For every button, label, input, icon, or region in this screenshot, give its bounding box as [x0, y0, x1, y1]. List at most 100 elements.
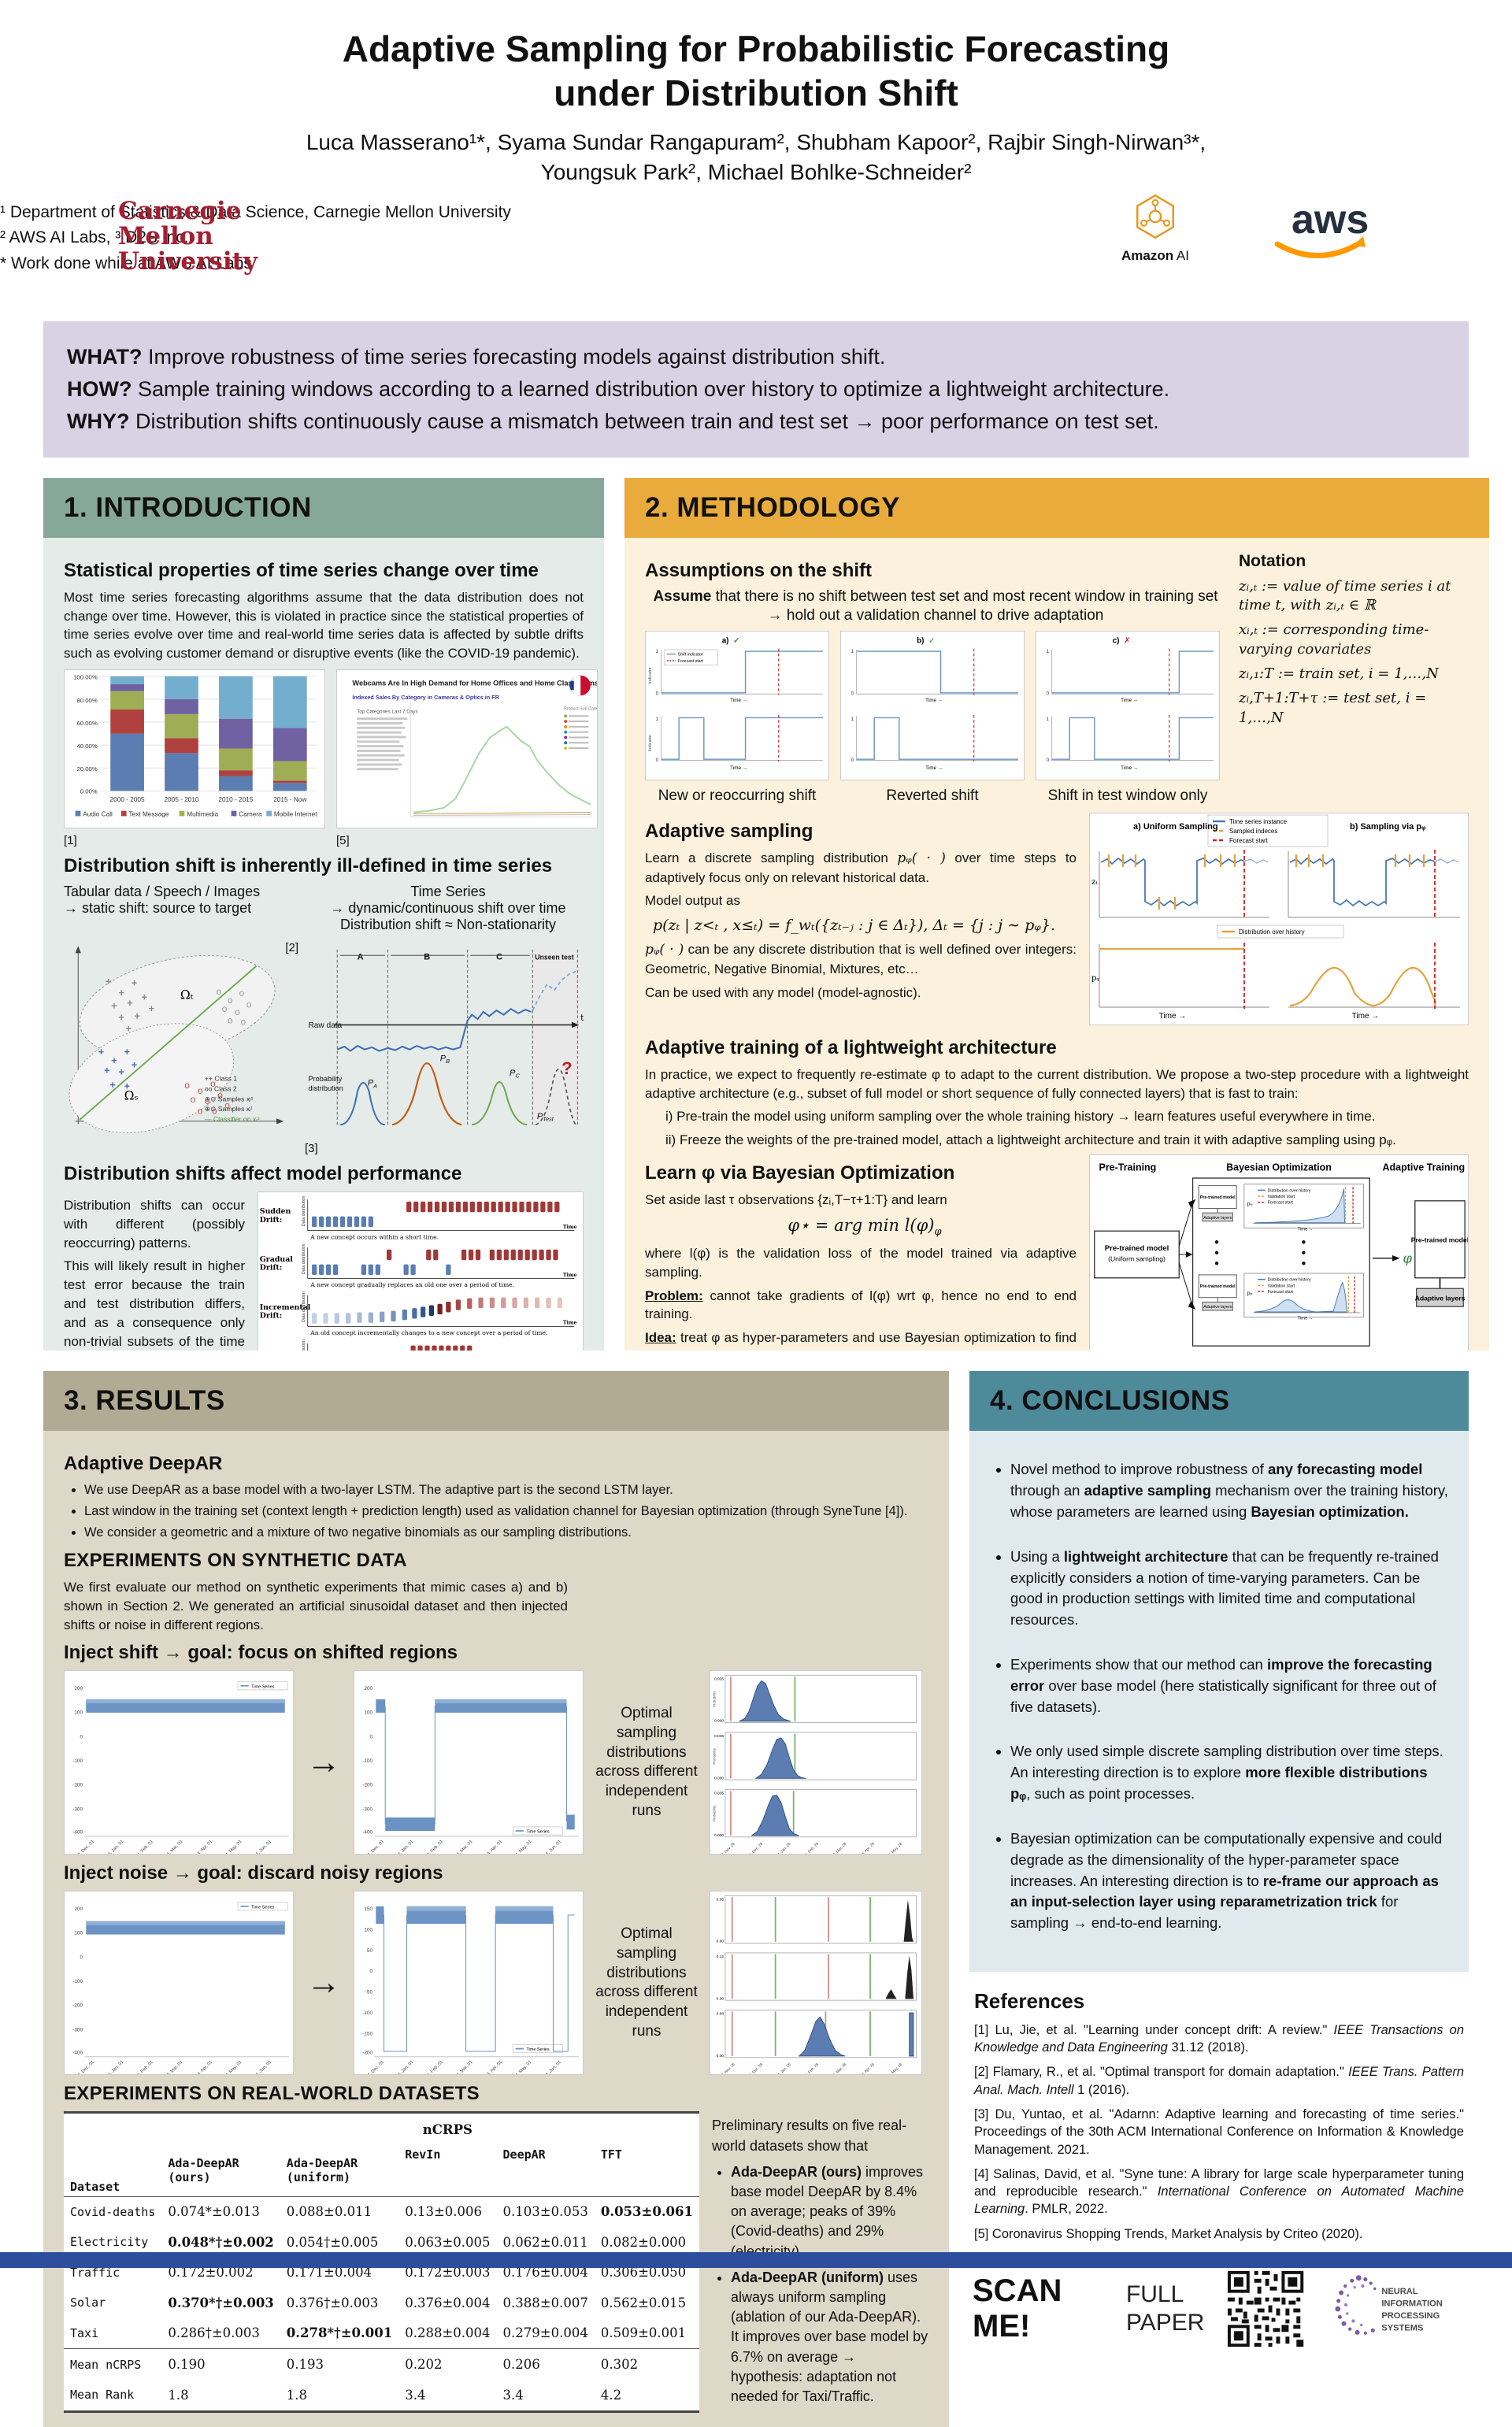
hist-ytick: 0.000 [714, 1777, 724, 1781]
adaptive-sampling-title: Adaptive sampling [645, 820, 813, 842]
introduction-header: 1. INTRODUCTION [43, 477, 604, 538]
bar-xtick: 2010 - 2015 [218, 796, 253, 803]
cell: 0.509±0.001 [600, 2325, 687, 2341]
svg-text:+: + [124, 1046, 130, 1058]
why-text: Distribution shifts continuously cause a… [135, 409, 1159, 433]
bayesopt-label: Bayesian Optimization [1226, 1162, 1332, 1173]
forecast-start-legend: Forecast start [1229, 837, 1269, 844]
reference-item: [1] Lu, Jie, et al. "Learning under conc… [974, 2021, 1464, 2057]
hist-xtick: 13. Nov, 28 [719, 1842, 736, 1855]
probability-label: Probability [712, 1748, 716, 1765]
ref-txt: 1 (2016). [1073, 2082, 1130, 2097]
what-text: Improve robustness of time series foreca… [147, 344, 886, 369]
bar-ytick: 80.00% [76, 697, 97, 704]
svg-text:o: o [235, 1006, 240, 1017]
ytick: -400 [72, 2051, 83, 2056]
nonstationarity-figure: A B C Unseen test Raw data t Probability… [305, 939, 588, 1155]
shift-indicator-legend: Shift indicator [678, 653, 703, 658]
xtick: 14. Mar, 01 [454, 1840, 474, 1855]
prelim-b1-rest: improves base model DeepAR by 8.4% on av… [731, 2163, 924, 2259]
ytick: 100 [364, 1928, 372, 1933]
ts-legend: Time Series [251, 1906, 275, 1910]
full-label: FULL [1125, 2281, 1184, 2307]
hist-xtick: 14. Apr, 28 [859, 1842, 876, 1855]
probability-label: Probability [712, 1805, 716, 1821]
xtick: 14. Feb, 01 [135, 1840, 154, 1855]
hist-ytick: 0.05 [717, 1898, 724, 1903]
deepar-bullet: We consider a geometric and a mixture of… [84, 1524, 928, 1542]
txt: mechanism over the training history, who… [1010, 1482, 1448, 1520]
hist-xtick: 14. May, 28 [886, 2062, 903, 2075]
xtick: 14. Jun, 01 [543, 1840, 563, 1855]
bar-legend: Text Message [129, 810, 169, 817]
ts-instance-legend: Time series instance [1229, 818, 1288, 825]
cell: 0.286†±0.003 [168, 2325, 260, 2341]
mini-legend: Validation start [1268, 1284, 1295, 1288]
aws-wordmark: aws [1292, 197, 1369, 243]
reference-item: [4] Salinas, David, et al. "Syne tune: A… [974, 2166, 1464, 2218]
scatter-legend: ⊕⊙ Samples xᵢᵗ [205, 1105, 253, 1113]
ts-legend: Time Series [526, 1830, 550, 1835]
bar-legend: Multimedia [187, 810, 218, 817]
notation-box: Notation zᵢ,ₜ := value of time series i … [1239, 552, 1469, 805]
dynamic-shift-text: → dynamic/continuous shift over time [330, 900, 566, 916]
section-conclusions: 4. CONCLUSIONS Novel method to improve r… [969, 1370, 1469, 1972]
svg-text:PA: PA [368, 1079, 377, 1090]
ytick: 150 [364, 1906, 372, 1912]
cell: 0.053±0.061 [594, 2195, 700, 2228]
reference-item: [2] Flamary, R., et al. "Optimal transpo… [974, 2063, 1464, 2099]
svg-text:+: + [104, 1065, 109, 1076]
svg-text:o: o [222, 1003, 228, 1014]
section-methodology: 2. METHODOLOGY Assumptions on the shift … [624, 477, 1489, 1351]
mini-time: Time → [1298, 1227, 1314, 1232]
txt: for sampling → end-to-end learning. [1010, 1893, 1399, 1932]
cell: 0.288±0.004 [405, 2325, 491, 2341]
txt: Bayesian optimization can be computation… [1010, 1829, 1443, 1889]
deepar-bullet: Last window in the training set (context… [84, 1503, 928, 1521]
table-row: Taxi 0.286†±0.003 0.278*†±0.001 0.288±0.004… [64, 2318, 699, 2348]
adaptive-layers-box: Adaptive layers [1415, 1295, 1466, 1302]
xtick: 14. Jun, 01 [254, 1840, 273, 1855]
scatter-figure-ref: [2] [285, 941, 298, 954]
how-text: Sample training windows according to a l… [138, 376, 1170, 401]
ref-txt: [5] Coronavirus Shopping Trends, Market … [974, 2226, 1363, 2241]
time-label: Time → [925, 698, 943, 703]
inject-shift-row: 200 100 0 -100 -200 -300 -400 Time Series 13. … [64, 1670, 928, 1855]
svg-text:•: • [1302, 1257, 1306, 1270]
ref-txt: [2] Flamary, R., et al. "Optimal transpo… [974, 2065, 1349, 2080]
webcam-legend-title: Product Sub Category [564, 707, 598, 712]
cell: 4.2 [600, 2387, 622, 2403]
uniform-sampling-box: (Uniform sampling) [1108, 1255, 1166, 1263]
ytick: 0 [369, 1735, 372, 1740]
adaptive-deepar-title: Adaptive DeepAR [64, 1452, 223, 1474]
hist-xtick: 13. Dec, 28 [747, 2062, 764, 2075]
intro-sub3-title: Distribution shifts affect model perform… [64, 1163, 462, 1184]
poster-header: Adaptive Sampling for Probabilistic Fore… [0, 0, 1512, 310]
col-tft: TFT [600, 2147, 622, 2162]
authors-line2: Youngsuk Park², Michael Bohlke-Schneider… [540, 160, 972, 185]
panel-c-tag: c) [1113, 636, 1120, 645]
txt-b: lightweight architecture [1063, 1547, 1228, 1565]
xtick: 14. Jun, 01 [543, 2060, 563, 2075]
ts-legend: Time Series [526, 2048, 550, 2053]
cell: 0.376†±0.003 [286, 2295, 379, 2310]
neurips-logo: NEURAL INFORMATION PROCESSING SYSTEMS [1335, 2275, 1442, 2335]
prelim-b1-bold: Ada-DeepAR (ours) [731, 2163, 862, 2180]
aws-icon: aws [1274, 197, 1369, 258]
pretraining-label: Pre-Training [1099, 1162, 1157, 1173]
panel-b-caption: Reverted shift [886, 787, 979, 804]
bar-legend: Mobile Internet [274, 810, 317, 817]
hist-ytick: 0.00 [717, 1997, 724, 2002]
ytick: 200 [74, 1906, 83, 1912]
ncrps-group-header: nCRPS [422, 2121, 472, 2137]
logo-row: Carnegie Mellon University ¹ Department … [0, 192, 1512, 310]
xtick: 14. Feb, 01 [135, 2060, 154, 2075]
svg-text:o: o [239, 987, 245, 999]
french-flag-icon [569, 675, 591, 696]
t-axis-label: t [580, 1013, 584, 1023]
svg-text:o: o [191, 1094, 196, 1105]
conclusion-bullet: Bayesian optimization can be computation… [1010, 1829, 1448, 1934]
pphi-axis-label: pᵩ [1091, 974, 1100, 983]
hist-ytick: 0.00 [717, 2054, 724, 2058]
